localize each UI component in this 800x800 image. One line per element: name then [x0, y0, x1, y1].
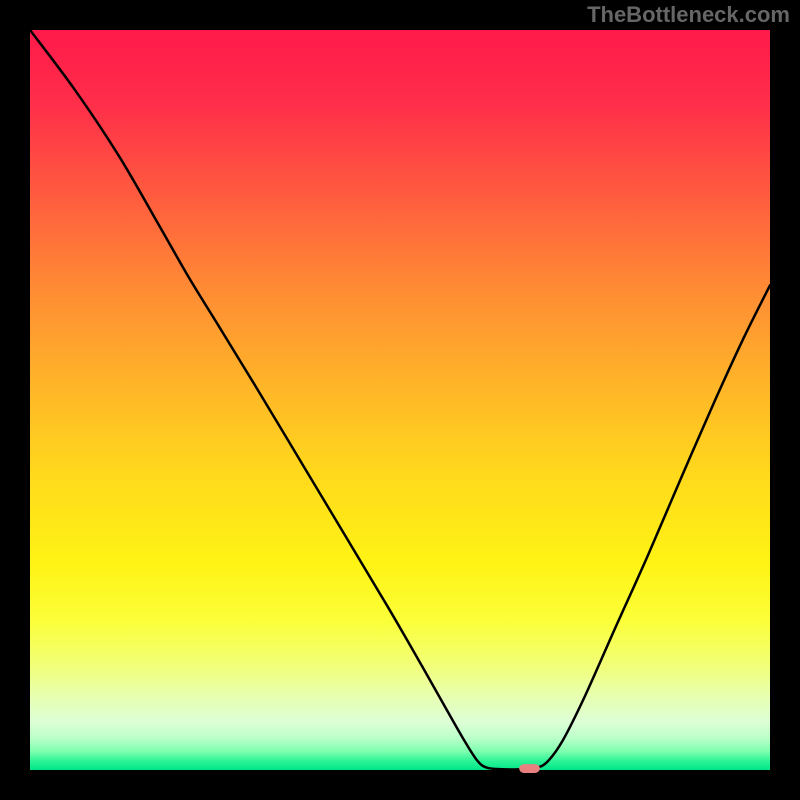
bottleneck-chart [0, 0, 800, 800]
watermark-text: TheBottleneck.com [587, 2, 790, 28]
optimum-marker [519, 764, 540, 773]
watermark-label: TheBottleneck.com [587, 2, 790, 27]
plot-gradient [30, 30, 770, 770]
